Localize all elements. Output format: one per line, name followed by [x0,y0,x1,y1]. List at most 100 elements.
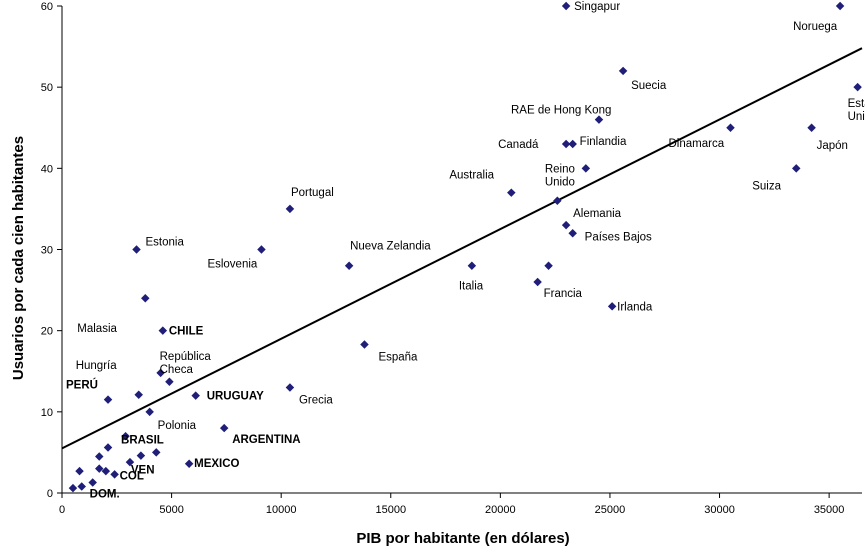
data-point [110,470,119,479]
data-label: Suecia [631,80,667,92]
x-tick-label: 10000 [266,504,297,516]
data-label: RAE de Hong Kong [511,105,611,117]
data-point [581,164,591,173]
plot-area: 0 10 20 30 40 50 60 0 5000 10000 15000 20000 25000 30… [41,1,865,516]
x-tick-label: 0 [59,504,65,516]
x-axis-title: PIB por habitante (en dólares) [356,530,569,547]
data-label: DOM. [90,488,120,500]
data-label: Japón [817,140,848,152]
data-point [533,277,542,287]
data-point [121,431,130,441]
x-tick-label: 25000 [595,504,626,516]
data-label: Noruega [793,21,838,33]
y-tick-label: 20 [41,326,53,338]
data-point [792,164,801,173]
data-label: Italia [459,281,484,293]
data-point [285,204,295,214]
data-label: Grecia [299,394,333,406]
data-point [618,66,628,76]
data-point [141,293,150,303]
data-point [156,368,165,378]
y-tick-label: 40 [41,163,53,175]
data-point [568,229,577,238]
data-point [191,391,200,400]
data-point [726,123,735,132]
data-point [544,261,553,270]
x-tick-label: 15000 [375,504,406,516]
data-point [344,261,354,270]
data-label: VEN [131,465,155,477]
data-label: España [378,351,418,363]
y-axis-title: Usuarios por cada cien habitantes [10,136,27,380]
y-tick-label: 60 [41,1,53,13]
trend-line [61,47,863,450]
y-tick-label: 50 [41,82,53,94]
data-label: Alemania [573,208,622,220]
data-point [152,448,161,457]
data-label: EstadosUnidos [848,98,865,123]
data-point [165,377,174,387]
x-tick-label: 5000 [159,504,183,516]
data-point [607,302,617,311]
y-tick-label: 0 [47,488,53,500]
data-point [561,1,571,11]
data-point [125,457,135,467]
data-point [77,482,86,491]
data-label: ARGENTINA [232,434,300,446]
data-label: Eslovenia [207,259,257,271]
data-label: Australia [449,170,494,182]
data-point [95,452,104,461]
data-point [95,464,104,473]
y-tick-label: 30 [41,245,53,257]
data-label: Suiza [752,180,781,192]
data-label: Portugal [291,187,334,199]
data-point [68,483,78,493]
data-label: URUGUAY [207,391,264,403]
data-label: Dinamarca [668,138,724,150]
data-point [561,220,571,230]
data-point [103,395,113,404]
data-point [145,407,154,417]
data-label: Malasia [77,323,117,335]
data-point [132,245,141,254]
x-tick-label: 35000 [814,504,845,516]
data-label: PERÚ [66,379,98,392]
data-point [360,340,369,349]
data-point [75,466,84,476]
data-point [853,82,862,92]
data-point [103,443,113,452]
data-label: Francia [544,288,583,300]
data-point [807,123,816,132]
x-tick-label: 30000 [704,504,735,516]
x-tick-label: 20000 [485,504,516,516]
data-label: Finlandia [580,136,627,148]
data-point [285,383,295,392]
data-point [219,423,229,433]
data-point [568,139,577,149]
data-label: República Checa [160,351,212,376]
data-label: Hungría [76,360,118,372]
data-label: Singapur [574,1,620,13]
data-label: Polonia [158,420,197,432]
data-label: Canadá [498,139,539,151]
y-tick-label: 10 [41,407,53,419]
data-point [467,261,477,270]
data-label: Irlanda [617,301,653,313]
data-label: MEXICO [194,458,239,470]
data-point [507,188,516,197]
data-label: Estonia [146,237,185,249]
data-point [553,196,562,206]
data-label: Nueva Zelandia [350,241,431,253]
data-point [594,115,604,124]
data-point [257,245,266,254]
data-label: CHILE [169,326,204,338]
data-point [158,326,168,335]
data-label: Reino Unido [545,163,575,188]
data-label: COL [120,470,144,482]
data-point [184,459,194,469]
data-point [101,466,111,476]
data-point [835,1,845,11]
data-label: BRASIL [121,435,164,447]
data-label: Países Bajos [585,231,652,243]
